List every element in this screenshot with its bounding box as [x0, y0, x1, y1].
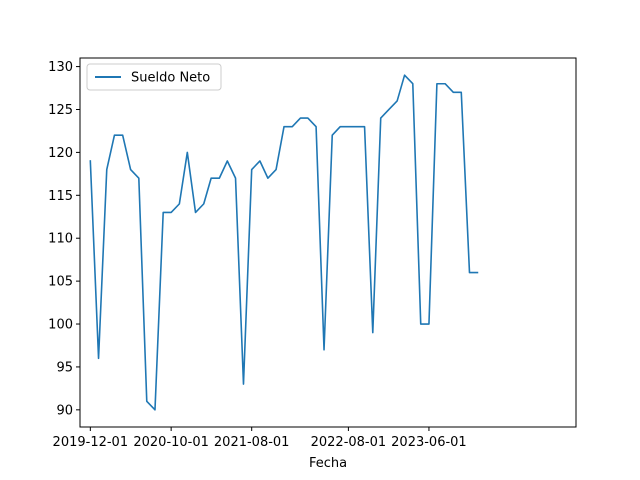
- x-tick-label: 2020-10-01: [133, 435, 209, 450]
- y-tick-label: 125: [48, 103, 73, 118]
- y-tick-label: 130: [48, 60, 73, 75]
- y-tick-label: 110: [48, 232, 73, 247]
- plot-area: [79, 57, 577, 428]
- y-tick-label: 105: [48, 275, 73, 290]
- y-tick-label: 100: [48, 318, 73, 333]
- y-tick-label: 95: [56, 360, 73, 375]
- x-tick-label: 2023-06-01: [391, 435, 467, 450]
- legend-label-sueldo-neto: Sueldo Neto: [131, 71, 210, 86]
- legend-frame: [86, 63, 222, 91]
- y-tick-label: 120: [48, 146, 73, 161]
- x-tick-label: 2021-08-01: [214, 435, 290, 450]
- x-axis-label: Fecha: [309, 456, 347, 471]
- legend: Sueldo Neto: [86, 63, 222, 91]
- y-axis: 90 95 100 105 110 115 120 125 130: [48, 60, 80, 418]
- x-axis: 2019-12-01 2020-10-01 2021-08-01 2022-08-01…: [53, 427, 467, 450]
- axes-frame: [79, 57, 577, 428]
- y-tick-label: 115: [48, 189, 73, 204]
- x-tick-label: 2019-12-01: [53, 435, 129, 450]
- x-tick-label: 2022-08-01: [311, 435, 387, 450]
- y-tick-label: 90: [56, 403, 73, 418]
- series-line-0: [89, 74, 479, 411]
